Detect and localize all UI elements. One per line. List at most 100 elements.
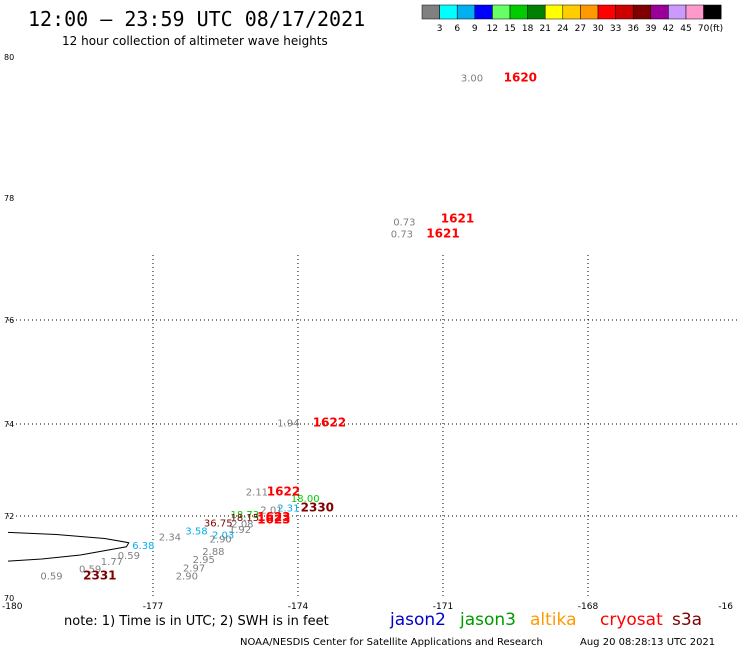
swh-label: 18.73 [231,510,260,521]
x-axis-ticks: -180 -177 -174 -171 -168 -16 [2,602,733,612]
y-tick-label: 72 [4,512,14,521]
scale-swatch [492,4,511,20]
scale-swatch [544,4,564,20]
swh-label: 0.59 [118,551,140,562]
scale-swatch [615,4,634,20]
swh-label: 6.38 [132,541,154,552]
scale-label: 24 [557,24,569,34]
satellite-jason2: jason2 [389,610,446,630]
time-label: 2331 [83,569,116,583]
y-tick-label: 80 [4,53,14,62]
scale-swatch [685,4,704,20]
scale-swatch [632,4,652,20]
swh-label: 18.00 [291,494,320,505]
y-tick-label: 70 [4,594,14,603]
chart-title: 12:00 – 23:59 UTC 08/17/2021 [28,7,365,31]
scale-label: 18 [522,24,534,34]
scale-swatch [597,4,616,20]
scale-label: 3 [437,24,443,34]
chart-subtitle: 12 hour collection of altimeter wave hei… [62,34,328,48]
swh-label: 2.90 [176,572,198,583]
swh-labels: 3.00 0.73 0.73 1.94 2.11 18.002.312.0118.7318… [40,74,483,583]
scale-label: 45 [680,24,691,34]
time-label: 2330 [301,500,334,514]
scale-unit: (ft) [710,24,724,34]
swh-label: 0.59 [40,572,62,583]
swh-label: 2.88 [202,547,224,558]
scale-label: 70 [698,24,710,34]
x-tick-label: -180 [2,602,23,612]
swh-label: 18.15 [231,513,260,524]
scale-label: 9 [472,24,478,34]
scale-swatch [668,4,687,20]
scale-swatch [474,4,493,20]
scale-label: 12 [487,24,498,34]
swh-label: 3.58 [185,526,207,537]
swh-label: 2.31 [277,503,299,514]
satellite-altika: altika [530,610,577,630]
satellite-legend: jason2 jason3 altika cryosat s3a [389,610,702,630]
time-label: 1622 [267,484,300,498]
grid-lines [8,255,737,598]
satellite-cryosat: cryosat [600,610,663,630]
x-tick-label: -171 [433,602,453,612]
swh-label: 2.34 [159,533,181,544]
color-scale-legend: 3 6 9 12 15 18 21 24 27 30 33 36 39 42 45 70 (ft) [421,4,724,34]
scale-swatch [703,4,722,20]
swh-label: 2.11 [246,487,268,498]
x-tick-label: -168 [578,602,599,612]
scale-label: 42 [663,24,674,34]
y-tick-label: 76 [4,316,14,325]
swh-label: 0.73 [393,217,415,228]
scale-swatch [509,4,528,20]
footer-credit: NOAA/NESDIS Center for Satellite Applica… [240,637,543,648]
swh-label: 2.08 [231,519,253,530]
scale-label: 36 [627,24,639,34]
swh-label: 2.97 [183,563,205,574]
x-tick-label: -177 [143,602,163,612]
coastline [7,531,130,562]
satellite-s3a: s3a [672,610,702,630]
time-label: 1623 [257,510,290,524]
swh-label: 0.59 [79,565,101,576]
scale-label: 27 [575,24,586,34]
swh-label: 2.01 [260,506,282,517]
scale-swatch [456,4,476,20]
scale-label: 39 [645,24,657,34]
swh-label: 2.95 [193,555,215,566]
swh-label: 1.94 [277,418,299,429]
time-label: 1621 [426,227,459,241]
footer-note: note: 1) Time is in UTC; 2) SWH is in fe… [64,614,329,629]
scale-swatch [439,4,458,20]
scale-label: 6 [454,24,460,34]
y-tick-label: 74 [4,420,14,429]
satellite-jason3: jason3 [459,610,516,630]
swh-label: 1.92 [229,525,251,536]
swh-label: 2.90 [210,535,232,546]
scale-swatch [421,4,440,20]
y-axis-ticks: 80 78 76 74 72 70 [4,53,14,603]
time-label: 1623 [257,512,290,526]
time-label: 1621 [441,211,474,225]
time-label: 1622 [313,415,346,429]
scale-swatch [562,4,581,20]
swh-label: 3.00 [461,74,483,85]
swh-label: 2.03 [212,531,234,542]
scale-label: 21 [539,24,550,34]
swh-label: 0.73 [391,230,413,241]
scale-label: 15 [504,24,515,34]
scale-label: 30 [592,24,604,34]
scale-label: 33 [610,24,621,34]
scale-swatch [580,4,599,20]
time-label: 1620 [504,71,537,85]
footer-timestamp: Aug 20 08:28:13 UTC 2021 [580,637,715,648]
x-tick-label: -16 [718,602,733,612]
scale-swatch [527,4,546,20]
y-tick-label: 78 [4,194,14,203]
land-outline [7,531,130,562]
swh-label: 36.75 [204,518,233,529]
x-tick-label: -174 [288,602,309,612]
